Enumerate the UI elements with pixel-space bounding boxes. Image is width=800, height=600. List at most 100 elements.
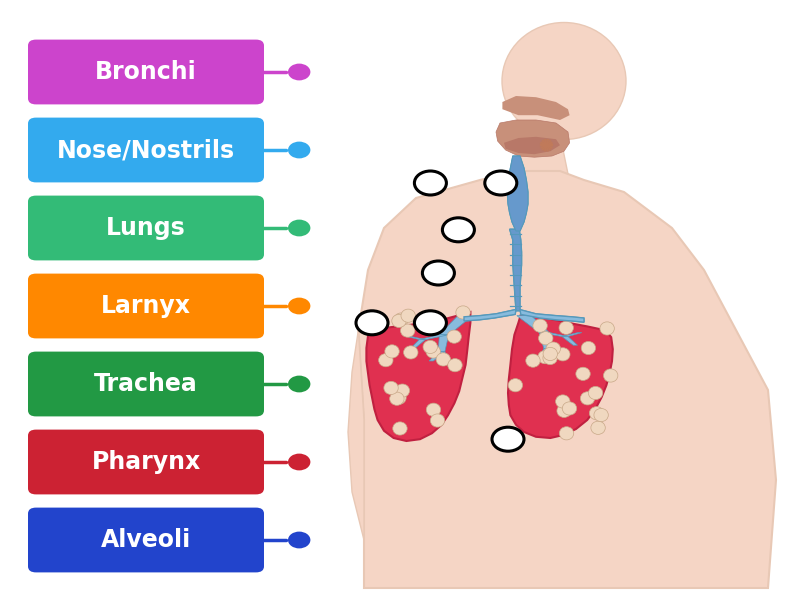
- Polygon shape: [438, 335, 449, 352]
- Ellipse shape: [590, 407, 604, 420]
- Ellipse shape: [600, 322, 614, 335]
- Ellipse shape: [423, 340, 438, 353]
- Polygon shape: [539, 332, 568, 337]
- Ellipse shape: [394, 313, 408, 326]
- Ellipse shape: [502, 22, 626, 139]
- Text: Nose/Nostrils: Nose/Nostrils: [57, 138, 235, 162]
- Polygon shape: [510, 229, 522, 311]
- Polygon shape: [539, 332, 550, 349]
- Ellipse shape: [559, 321, 574, 334]
- Ellipse shape: [447, 330, 462, 343]
- Polygon shape: [510, 229, 522, 311]
- FancyBboxPatch shape: [28, 40, 264, 104]
- Polygon shape: [410, 340, 426, 349]
- Ellipse shape: [384, 382, 398, 395]
- Ellipse shape: [403, 346, 418, 359]
- Ellipse shape: [556, 348, 570, 361]
- Ellipse shape: [543, 352, 558, 365]
- Ellipse shape: [426, 345, 441, 358]
- Polygon shape: [358, 171, 776, 588]
- FancyBboxPatch shape: [28, 430, 264, 494]
- Circle shape: [288, 298, 310, 314]
- Ellipse shape: [390, 392, 404, 406]
- Text: Larnyx: Larnyx: [101, 294, 191, 318]
- Polygon shape: [348, 330, 364, 588]
- Circle shape: [414, 311, 446, 335]
- Ellipse shape: [378, 353, 393, 367]
- Ellipse shape: [456, 306, 470, 319]
- Polygon shape: [464, 310, 516, 321]
- Polygon shape: [438, 352, 451, 362]
- Ellipse shape: [582, 341, 596, 355]
- Polygon shape: [405, 336, 426, 340]
- Text: Trachea: Trachea: [94, 372, 198, 396]
- Polygon shape: [517, 316, 549, 332]
- Polygon shape: [502, 96, 570, 120]
- FancyBboxPatch shape: [28, 352, 264, 416]
- Ellipse shape: [580, 392, 594, 405]
- Text: Alveoli: Alveoli: [101, 528, 191, 552]
- Ellipse shape: [392, 391, 406, 404]
- Ellipse shape: [401, 309, 415, 322]
- FancyBboxPatch shape: [28, 508, 264, 572]
- Text: Pharynx: Pharynx: [91, 450, 201, 474]
- Circle shape: [414, 171, 446, 195]
- Text: Bronchi: Bronchi: [95, 60, 197, 84]
- Polygon shape: [507, 156, 528, 231]
- Ellipse shape: [557, 404, 571, 418]
- Ellipse shape: [538, 350, 552, 364]
- Ellipse shape: [576, 367, 590, 380]
- Ellipse shape: [556, 395, 570, 408]
- Polygon shape: [366, 312, 470, 441]
- Ellipse shape: [603, 369, 618, 382]
- Ellipse shape: [385, 345, 399, 358]
- Ellipse shape: [543, 347, 558, 361]
- Ellipse shape: [591, 421, 606, 434]
- Circle shape: [442, 218, 474, 242]
- Ellipse shape: [588, 386, 602, 400]
- Ellipse shape: [538, 332, 553, 345]
- Ellipse shape: [392, 314, 406, 328]
- Polygon shape: [518, 135, 568, 174]
- Ellipse shape: [526, 354, 540, 367]
- Polygon shape: [439, 317, 471, 335]
- Polygon shape: [538, 349, 550, 359]
- Ellipse shape: [436, 353, 450, 366]
- Ellipse shape: [562, 402, 577, 415]
- FancyBboxPatch shape: [28, 274, 264, 338]
- Ellipse shape: [559, 427, 574, 440]
- Polygon shape: [562, 337, 578, 345]
- Text: Lungs: Lungs: [106, 216, 186, 240]
- Circle shape: [288, 220, 310, 236]
- Ellipse shape: [594, 409, 608, 422]
- Ellipse shape: [426, 403, 441, 416]
- Circle shape: [485, 171, 517, 195]
- Ellipse shape: [401, 324, 415, 337]
- Polygon shape: [544, 349, 559, 357]
- Ellipse shape: [508, 379, 522, 392]
- Polygon shape: [496, 120, 570, 157]
- FancyBboxPatch shape: [28, 118, 264, 182]
- Circle shape: [288, 376, 310, 392]
- Polygon shape: [419, 335, 449, 340]
- Circle shape: [288, 454, 310, 470]
- Ellipse shape: [393, 422, 407, 435]
- Circle shape: [356, 311, 388, 335]
- Circle shape: [492, 427, 524, 451]
- Polygon shape: [520, 310, 584, 322]
- Polygon shape: [520, 310, 584, 322]
- Polygon shape: [507, 156, 528, 231]
- Polygon shape: [464, 310, 516, 321]
- Circle shape: [288, 532, 310, 548]
- Polygon shape: [429, 352, 445, 361]
- Ellipse shape: [546, 342, 561, 355]
- Ellipse shape: [430, 414, 445, 427]
- Ellipse shape: [448, 359, 462, 372]
- FancyBboxPatch shape: [28, 196, 264, 260]
- Ellipse shape: [427, 313, 442, 326]
- Polygon shape: [504, 137, 560, 154]
- Polygon shape: [508, 312, 613, 438]
- Circle shape: [288, 64, 310, 80]
- Circle shape: [422, 261, 454, 285]
- Polygon shape: [562, 332, 582, 337]
